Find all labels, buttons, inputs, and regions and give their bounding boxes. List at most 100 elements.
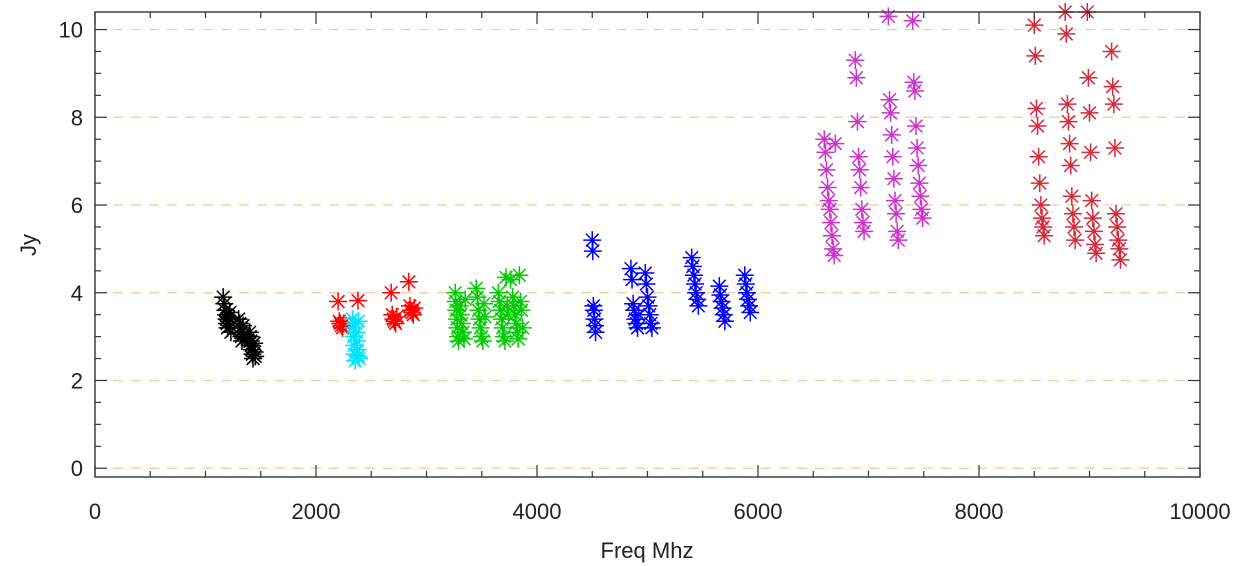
data-point	[467, 279, 486, 298]
y-tick-label: 8	[71, 105, 83, 130]
data-point	[586, 323, 605, 342]
data-point	[816, 143, 835, 162]
data-point	[452, 314, 471, 333]
data-point	[1057, 24, 1076, 43]
data-point	[1087, 244, 1106, 263]
data-point	[471, 318, 490, 337]
data-point	[220, 303, 239, 322]
data-point	[453, 323, 472, 342]
data-point	[1059, 112, 1078, 131]
data-point	[687, 283, 706, 302]
data-point	[637, 274, 656, 293]
data-point	[494, 327, 513, 346]
data-point	[334, 314, 353, 333]
data-point	[686, 274, 705, 293]
data-point	[386, 314, 405, 333]
grid-lines	[95, 28, 1200, 469]
data-point	[884, 169, 903, 188]
data-point	[512, 301, 531, 320]
data-point	[348, 347, 367, 366]
series-2	[343, 310, 369, 370]
series-0	[214, 288, 265, 368]
data-point	[501, 270, 520, 289]
data-point	[912, 200, 931, 219]
data-point	[1025, 16, 1044, 35]
data-point	[1083, 209, 1102, 228]
data-point	[903, 11, 922, 30]
data-point	[505, 305, 524, 324]
data-point	[714, 305, 733, 324]
data-point	[1108, 217, 1127, 236]
data-point	[495, 332, 514, 351]
data-point	[735, 266, 754, 285]
data-point	[384, 310, 403, 329]
data-point	[881, 103, 900, 122]
data-point	[826, 134, 845, 153]
x-tick-label: 2000	[292, 499, 341, 524]
data-point	[851, 178, 870, 197]
data-point	[882, 125, 901, 144]
data-point	[246, 347, 265, 366]
data-point	[710, 277, 729, 296]
data-point	[621, 259, 640, 278]
data-point	[489, 283, 508, 302]
data-point	[1032, 209, 1051, 228]
data-point	[853, 213, 872, 232]
y-tick-label: 0	[71, 456, 83, 481]
data-point	[689, 296, 708, 315]
data-point	[880, 90, 899, 109]
data-point	[820, 200, 839, 219]
x-tick-label: 6000	[734, 499, 783, 524]
data-point	[1084, 222, 1103, 241]
data-point	[497, 268, 516, 287]
data-point	[383, 305, 402, 324]
data-point	[333, 318, 352, 337]
data-point	[508, 323, 527, 342]
data-point	[490, 292, 509, 311]
data-point	[1080, 103, 1099, 122]
data-point	[474, 294, 493, 313]
data-point	[627, 314, 646, 333]
x-tick-label: 10000	[1169, 499, 1230, 524]
data-point	[623, 270, 642, 289]
series-3	[446, 266, 532, 351]
data-point	[349, 312, 368, 331]
data-point	[513, 318, 532, 337]
data-point	[852, 200, 871, 219]
series-4	[583, 231, 760, 342]
y-axis-label: Jy	[16, 234, 41, 256]
data-point	[909, 156, 928, 175]
data-point	[849, 147, 868, 166]
data-point	[1060, 134, 1079, 153]
data-point	[1110, 239, 1129, 258]
data-point	[511, 292, 530, 311]
plot-frame	[94, 11, 1201, 478]
data-point	[507, 314, 526, 333]
data-point	[824, 239, 843, 258]
data-point	[639, 296, 658, 315]
data-point	[405, 299, 424, 318]
data-point	[682, 248, 701, 267]
data-point	[683, 257, 702, 276]
data-point	[641, 314, 660, 333]
data-point	[855, 222, 874, 241]
data-point	[711, 285, 730, 304]
data-point	[221, 323, 240, 342]
y-tick-label: 4	[71, 281, 83, 306]
data-point	[821, 213, 840, 232]
data-point	[1028, 117, 1047, 136]
data-point	[737, 283, 756, 302]
series-5	[815, 7, 932, 265]
data-point	[638, 288, 657, 307]
data-point	[493, 318, 512, 337]
data-point	[399, 272, 418, 291]
data-point	[229, 310, 248, 329]
data-point	[449, 332, 468, 351]
data-point	[904, 73, 923, 92]
data-point	[1029, 147, 1048, 166]
data-point	[1086, 235, 1105, 254]
data-point	[1082, 191, 1101, 210]
data-point	[850, 160, 869, 179]
data-point	[846, 51, 865, 70]
data-point	[889, 231, 908, 250]
